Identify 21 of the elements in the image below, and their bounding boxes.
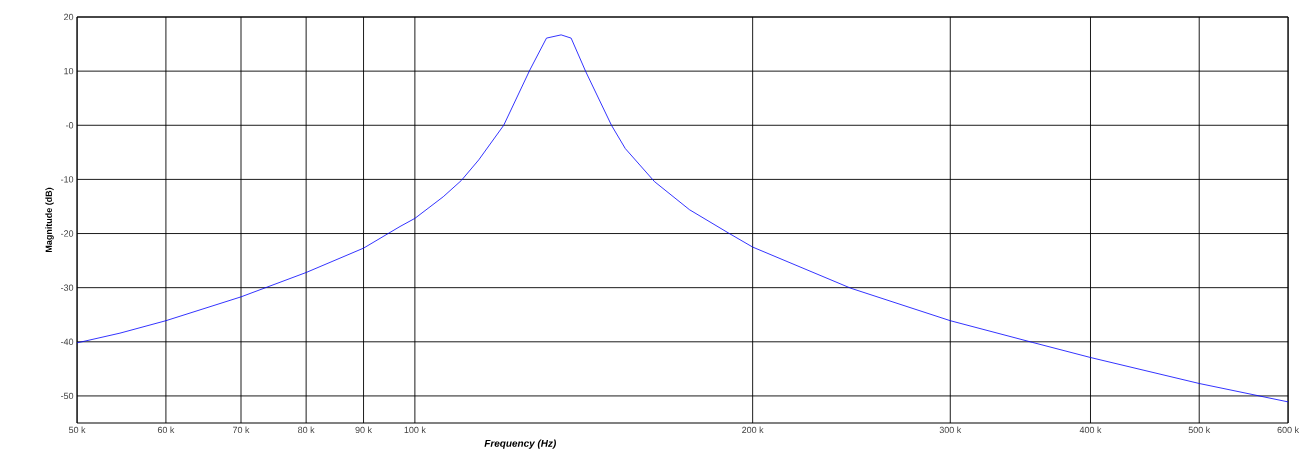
x-tick-label: 80 k (298, 426, 315, 434)
x-tick-label: 500 k (1188, 426, 1211, 434)
y-tick-label: -50 (61, 392, 74, 400)
x-tick-label: 400 k (1079, 426, 1102, 434)
y-tick-label: 10 (64, 67, 74, 75)
x-tick-label: 60 k (157, 426, 175, 434)
x-tick-label: 50 k (68, 426, 86, 434)
x-tick-label: 200 k (742, 426, 764, 434)
y-axis-title: Magnitude (dB) (45, 187, 54, 253)
y-tick-label: -0 (65, 122, 74, 129)
y-tick-label: -20 (61, 230, 74, 237)
x-tick-label: 100 k (404, 426, 426, 434)
x-axis-title: Frequency (Hz) (484, 439, 556, 449)
x-tick-label: 600 k (1277, 426, 1300, 434)
y-tick-label: -40 (61, 338, 74, 345)
x-tick-label: 300 k (939, 426, 962, 434)
x-tick-label: 90 k (355, 426, 373, 434)
y-tick-label: -10 (61, 176, 74, 183)
x-tick-label: 70 k (232, 426, 250, 434)
y-tick-label: 20 (64, 13, 74, 21)
y-tick-label: -30 (61, 284, 74, 291)
